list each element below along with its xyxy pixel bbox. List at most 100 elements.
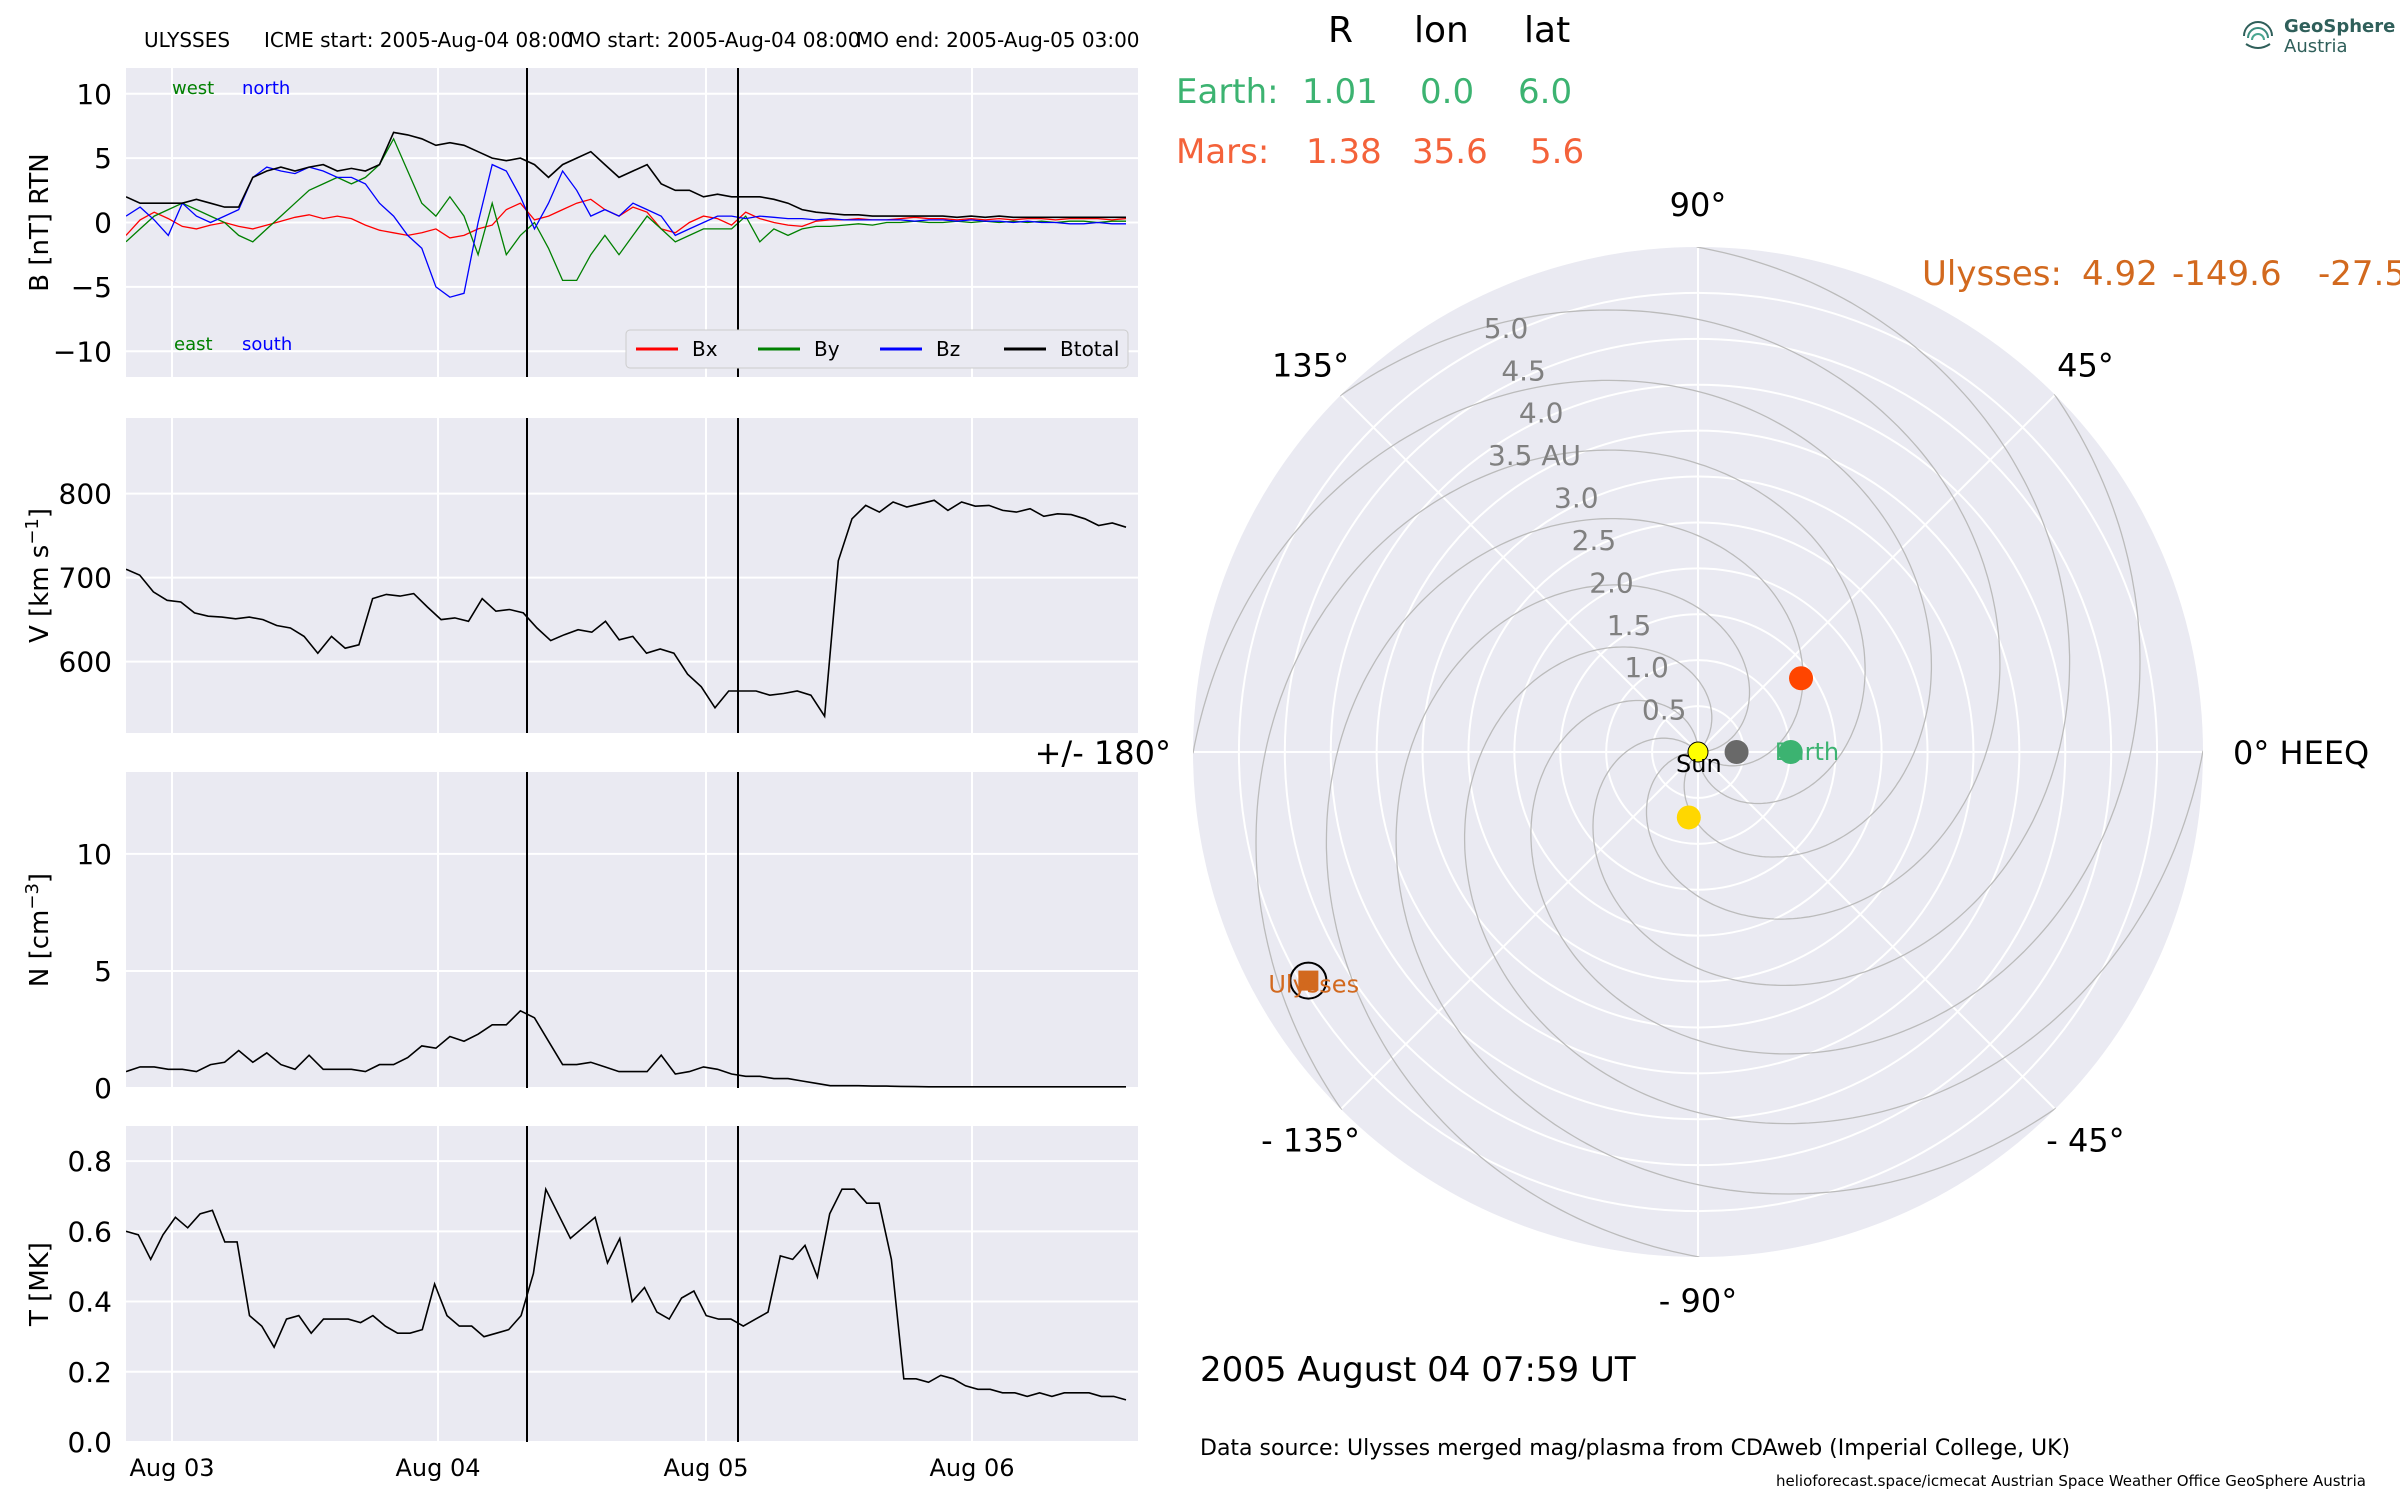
- r-tick-label: 2.0: [1589, 566, 1634, 599]
- r-tick-label: 3.0: [1554, 482, 1599, 515]
- y-tick-label: 0: [94, 1072, 112, 1105]
- series-line-bx: [126, 198, 1127, 239]
- y-axis-label-sup: −1: [22, 518, 43, 545]
- ulysses-marker: [1298, 970, 1319, 991]
- angle-label: 0° HEEQ: [2233, 734, 2369, 772]
- annotation-east: east: [174, 334, 213, 355]
- y-tick-label: 0: [94, 207, 112, 240]
- series-line-v: [126, 499, 1127, 719]
- parker-spiral-line: [1530, 393, 2141, 1055]
- logo-mark-icon: [2243, 21, 2273, 49]
- mo-end-label: MO end: 2005-Aug-05 03:00: [856, 28, 1140, 52]
- y-tick-label: −5: [71, 271, 112, 304]
- angle-label: +/- 180°: [1035, 734, 1171, 772]
- earth-row-lon: 0.0: [1420, 72, 1475, 112]
- y-tick-label: 0.8: [67, 1145, 112, 1178]
- logo-line2: Austria: [2284, 36, 2348, 57]
- legend-label-bz: Bz: [936, 337, 960, 361]
- legend-label-bx: Bx: [692, 337, 718, 361]
- venus-marker: [1676, 805, 1701, 830]
- y-tick-label: 0.0: [67, 1426, 112, 1459]
- r-tick-label: 1.5: [1607, 609, 1652, 642]
- ulysses-row-lat: -27.5: [2318, 254, 2400, 294]
- legend: Bx By Bz Btotal: [625, 329, 1129, 369]
- mars-row-lon: 35.6: [1412, 132, 1488, 172]
- density-panel: 10 5 0 N [cm−3]: [22, 772, 1138, 1105]
- angular-spoke: [1340, 751, 1699, 1110]
- earth-label: Earth: [1775, 738, 1839, 766]
- logo-line1: GeoSphere: [2284, 16, 2396, 37]
- ulysses-label: Ulysses: [1268, 971, 1359, 999]
- annotation-north: north: [242, 78, 290, 99]
- sun-label: Sun: [1676, 750, 1722, 778]
- r-tick-label: 0.5: [1642, 694, 1687, 727]
- mercury-marker: [1724, 740, 1749, 764]
- y-axis-label-end: ]: [25, 508, 55, 518]
- y-tick-label: 5: [94, 955, 112, 988]
- angle-label: 135°: [1272, 347, 1349, 385]
- earth-row-lat: 6.0: [1518, 72, 1573, 112]
- angular-spoke: [1697, 394, 2056, 753]
- ulysses-row-lon: -149.6: [2172, 254, 2282, 294]
- y-axis-label: B [nT] RTN: [25, 153, 55, 292]
- y-axis-label-sup: −3: [22, 883, 43, 910]
- parker-spiral-line: [1193, 379, 1933, 858]
- r-tick-label: 5.0: [1484, 312, 1529, 345]
- col-header-lon: lon: [1414, 10, 1469, 51]
- parker-spiral-line: [1395, 584, 2057, 1195]
- legend-label-by: By: [814, 337, 840, 361]
- geosphere-logo: GeoSphere Austria: [2236, 14, 2395, 60]
- mo-start-label: MO start: 2005-Aug-04 08:00: [568, 28, 861, 52]
- angle-label: 45°: [2057, 347, 2114, 385]
- icme-start-label: ICME start: 2005-Aug-04 08:00: [264, 28, 574, 52]
- y-tick-label: 10: [76, 838, 112, 871]
- series-line-t: [126, 1186, 1127, 1401]
- angular-spoke: [1340, 394, 1699, 753]
- angle-label: - 90°: [1659, 1282, 1737, 1320]
- r-tick-label: 4.5: [1501, 354, 1546, 387]
- spacecraft-title: ULYSSES: [144, 28, 231, 52]
- ulysses-row-r: 4.92: [2082, 254, 2158, 294]
- panel-background: [126, 1126, 1138, 1442]
- angle-label: - 45°: [2046, 1121, 2124, 1159]
- ulysses-row-name: Ulysses:: [1922, 254, 2062, 294]
- angular-spoke: [1697, 751, 2056, 1110]
- y-tick-label: 0.4: [67, 1286, 112, 1319]
- y-axis-label: N [cm−3]: [22, 873, 56, 987]
- annotation-west: west: [172, 78, 214, 99]
- parker-spiral-line: [1339, 309, 2001, 920]
- y-tick-label: 800: [59, 478, 112, 511]
- mars-row-name: Mars:: [1176, 132, 1270, 172]
- polar-plot: 0.5 1.0 1.5 2.0 2.5 3.0 3.5 AU 4.0 4.5 5.0 0° HEEQ…: [1035, 186, 2370, 1320]
- y-axis-label-end: ]: [25, 873, 55, 883]
- credits: helioforecast.space/icmecat Austrian Spa…: [1776, 1472, 2366, 1490]
- angle-label: 90°: [1670, 186, 1727, 224]
- col-header-r: R: [1328, 10, 1354, 51]
- panel-background: [126, 772, 1138, 1088]
- angle-label: - 135°: [1261, 1121, 1360, 1159]
- earth-row-r: 1.01: [1302, 72, 1378, 112]
- earth-row-name: Earth:: [1176, 72, 1279, 112]
- y-axis-label: V [km s−1]: [22, 508, 56, 643]
- r-tick-label: 2.5: [1572, 524, 1617, 557]
- panel-background: [126, 418, 1138, 733]
- y-axis-label: T [MK]: [25, 1242, 55, 1327]
- r-tick-label: 1.0: [1624, 651, 1669, 684]
- parker-spiral-line: [1592, 247, 2071, 987]
- parker-spiral-line: [1463, 646, 2203, 1125]
- y-tick-label: 10: [76, 78, 112, 111]
- legend-label-btotal: Btotal: [1060, 337, 1119, 361]
- mars-marker: [1789, 666, 1814, 691]
- timestamp: 2005 August 04 07:59 UT: [1200, 1350, 1636, 1390]
- mars-row-lat: 5.6: [1530, 132, 1585, 172]
- y-tick-label: 600: [59, 646, 112, 679]
- x-tick-label: Aug 05: [663, 1454, 748, 1482]
- col-header-lat: lat: [1524, 10, 1571, 51]
- y-tick-label: 700: [59, 562, 112, 595]
- x-tick-label: Aug 06: [929, 1454, 1014, 1482]
- y-tick-label: 0.2: [67, 1356, 112, 1389]
